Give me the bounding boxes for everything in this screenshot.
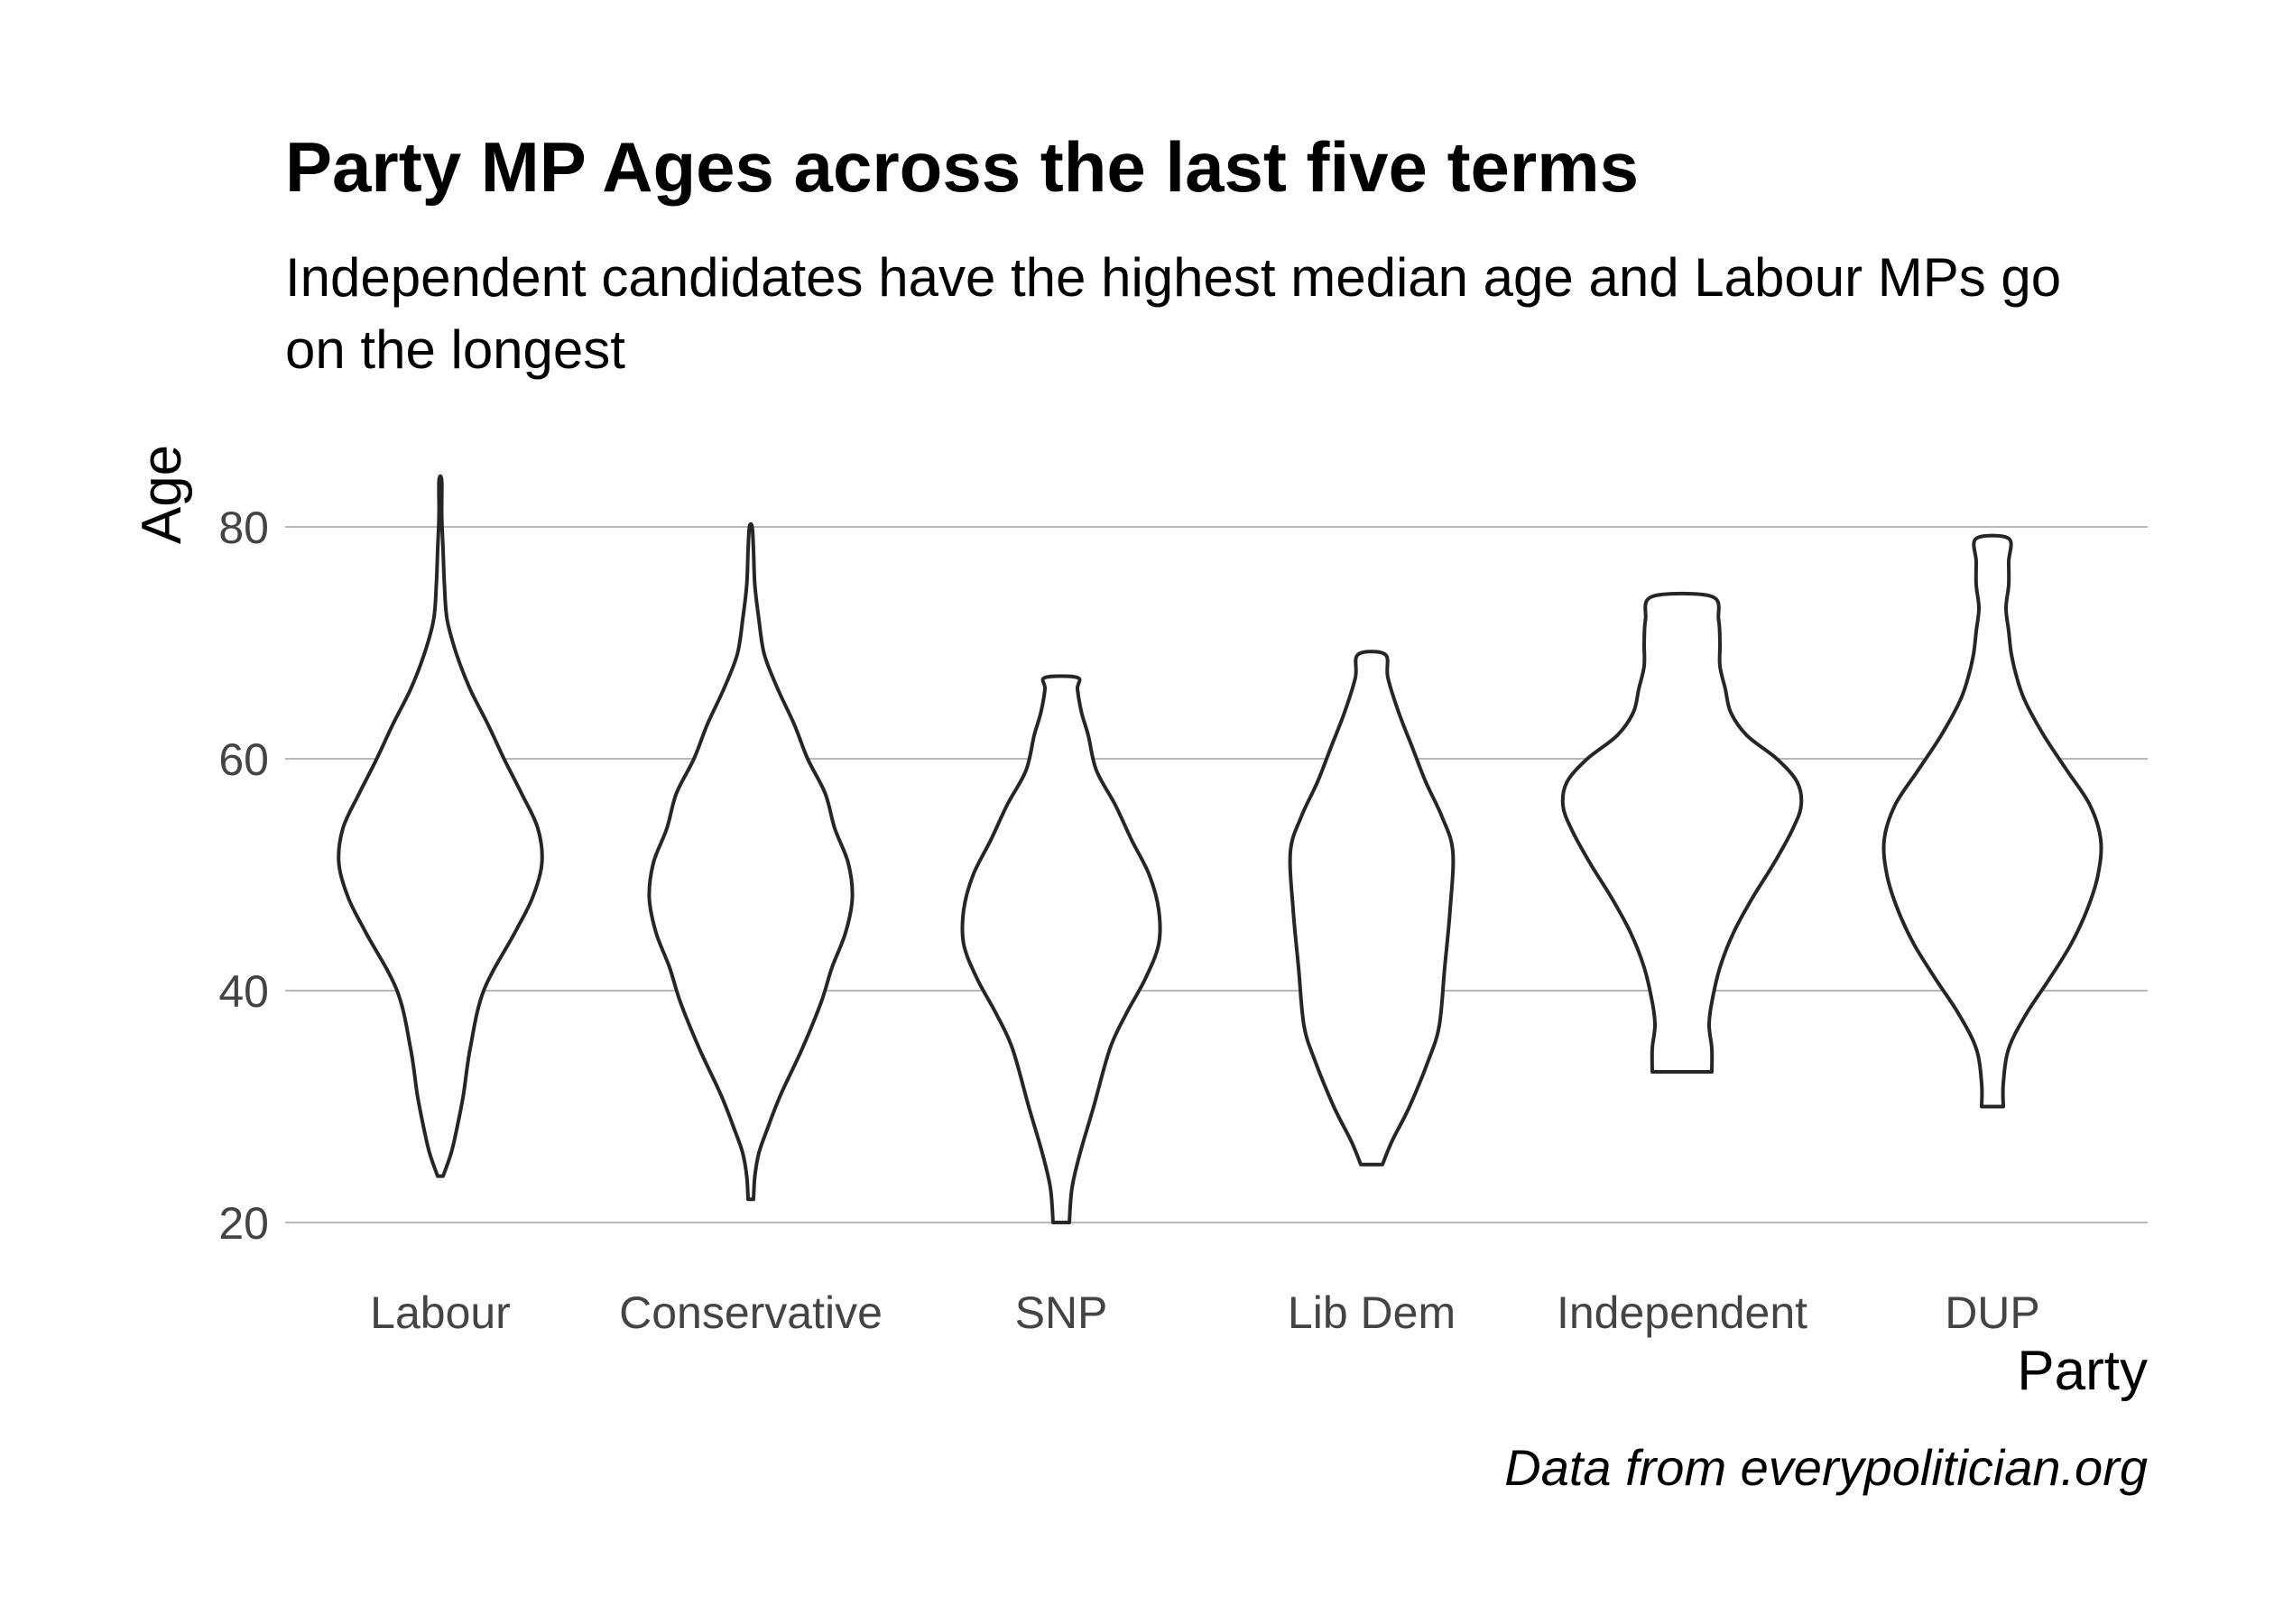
violin-lib-dem [1288, 650, 1456, 1167]
violin-snp [960, 674, 1162, 1224]
x-tick-label-independent: Independent [1557, 1287, 1807, 1338]
y-tick-label: 80 [218, 503, 269, 553]
x-tick-label-snp: SNP [1015, 1287, 1108, 1338]
violin-dup [1881, 533, 2103, 1109]
x-tick-label-labour: Labour [370, 1287, 511, 1338]
violin-independent [1560, 591, 1804, 1074]
gridlines [285, 526, 2148, 1223]
y-tick-label: 60 [218, 734, 269, 785]
y-tick-label: 40 [218, 966, 269, 1017]
chart-caption: Data from everypolitician.org [1504, 1439, 2148, 1496]
chart-title: Party MP Ages across the last five terms [285, 127, 1640, 207]
x-tick-label-lib-dem: Lib Dem [1288, 1287, 1456, 1338]
chart-subtitle: Independent candidates have the highest … [285, 247, 2062, 380]
x-tick-label-conservative: Conservative [619, 1287, 883, 1338]
x-axis-title: Party [2017, 1340, 2148, 1402]
violins [337, 474, 2103, 1224]
violin-labour [337, 474, 544, 1178]
x-axis: Labour Conservative SNP Lib Dem Independent D… [370, 1287, 2040, 1338]
y-axis-title: Age [131, 445, 193, 544]
x-tick-label-dup: DUP [1945, 1287, 2040, 1338]
y-axis: 20 40 60 80 [218, 503, 269, 1249]
violin-conservative [647, 521, 855, 1202]
y-tick-label: 20 [218, 1198, 269, 1249]
